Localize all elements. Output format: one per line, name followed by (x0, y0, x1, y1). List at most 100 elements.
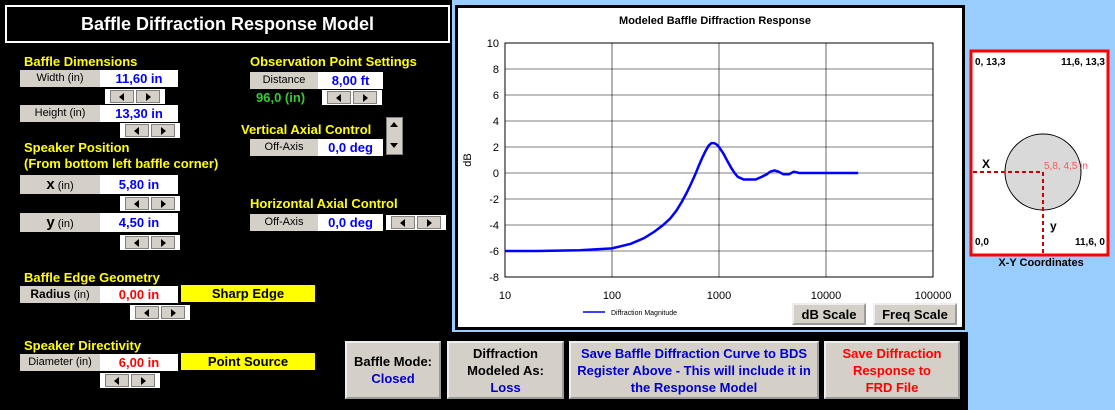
x-tick-label: 10 (499, 290, 511, 302)
left-button[interactable] (105, 374, 129, 387)
field-label: x (in) (20, 175, 100, 194)
y-tick-label: 8 (493, 64, 499, 76)
down-arrow[interactable] (390, 143, 398, 148)
left-button[interactable] (125, 124, 149, 137)
point-label: 5,8, 4,5 in (1044, 161, 1088, 172)
right-button[interactable] (161, 306, 185, 319)
spinner[interactable] (100, 373, 160, 388)
field-label: Distance (250, 72, 318, 89)
spinner[interactable] (105, 89, 165, 104)
y-tick-label: 4 (493, 116, 499, 128)
field-value[interactable]: 8,00 ft (318, 72, 383, 89)
db-scale-button[interactable]: dB Scale (792, 303, 866, 325)
x-tick-label: 100000 (915, 290, 952, 302)
app-title: Baffle Diffraction Response Model (5, 5, 450, 43)
left-button[interactable] (135, 306, 159, 319)
right-arrow (146, 93, 151, 101)
spinner[interactable] (120, 123, 180, 138)
left-arrow (114, 377, 119, 385)
right-button[interactable] (353, 91, 377, 104)
field-value[interactable]: 5,80 in (100, 175, 178, 194)
field-value[interactable]: 11,60 in (100, 70, 178, 87)
right-arrow (427, 219, 432, 227)
spinner[interactable] (322, 90, 382, 105)
field-label: Width (in) (20, 70, 100, 87)
field-value[interactable]: 6,00 in (100, 354, 178, 371)
field-label: Radius (in) (20, 286, 100, 303)
baffle-mode-button[interactable]: Baffle Mode: Closed (345, 341, 441, 399)
field-label: Height (in) (20, 105, 100, 122)
right-arrow (171, 309, 176, 317)
right-button[interactable] (136, 90, 160, 103)
distance-inches: 96,0 (in) (256, 90, 306, 105)
spinner[interactable] (120, 196, 180, 211)
right-arrow (161, 239, 166, 247)
left-arrow (336, 94, 341, 102)
button-value: Closed (371, 371, 415, 386)
up-arrow[interactable] (390, 122, 398, 127)
y-tick-label: -6 (489, 246, 499, 258)
left-arrow (119, 93, 124, 101)
left-button[interactable] (327, 91, 351, 104)
label-text: Radius (30, 287, 71, 301)
x-tick-label: 1000 (707, 290, 731, 302)
corner-label: 11,6, 0 (1075, 237, 1105, 248)
left-button[interactable] (391, 216, 415, 229)
field-value[interactable]: 0,0 deg (318, 139, 383, 156)
button-label: Diffraction Modeled As: (467, 345, 544, 378)
right-arrow (363, 94, 368, 102)
field-value[interactable]: 0,00 in (100, 286, 178, 303)
section-title: Observation Point Settings (250, 54, 417, 69)
field-value[interactable]: 13,30 in (100, 105, 178, 122)
right-button[interactable] (131, 374, 155, 387)
label-text: x (46, 176, 55, 193)
field-value[interactable]: 0,0 deg (318, 214, 383, 231)
right-button[interactable] (417, 216, 441, 229)
save-frd-button[interactable]: Save Diffraction Response to FRD File (824, 341, 960, 399)
field-value[interactable]: 4,50 in (100, 213, 178, 232)
section-title: Speaker Position (24, 140, 130, 155)
spinner[interactable] (120, 235, 180, 250)
corner-label: 11,6, 13,3 (1061, 57, 1105, 68)
right-button[interactable] (151, 197, 175, 210)
right-button[interactable] (151, 124, 175, 137)
left-arrow (400, 219, 405, 227)
left-button[interactable] (110, 90, 134, 103)
unit-text: (in) (73, 289, 90, 301)
vertical-spinner[interactable] (386, 117, 403, 155)
diffraction-model-button[interactable]: Diffraction Modeled As: Loss (447, 341, 564, 399)
y-tick-label: -8 (489, 272, 499, 284)
y-label: y (1050, 219, 1057, 233)
section-title: Horizontal Axial Control (250, 196, 398, 211)
spinner[interactable] (130, 305, 190, 320)
left-arrow (134, 127, 139, 135)
right-button[interactable] (151, 236, 175, 249)
label-text: y (46, 214, 55, 231)
section-subtitle: (From bottom left baffle corner) (24, 156, 219, 171)
section-title: Baffle Edge Geometry (24, 270, 160, 285)
button-label: Baffle Mode: (354, 354, 432, 369)
xy-diagram: 0, 13,3 11,6, 13,3 0,0 11,6, 0 X y 5,8, … (969, 49, 1110, 269)
corner-label: 0,0 (975, 237, 989, 248)
button-value: Loss (490, 379, 521, 395)
field-label: y (in) (20, 213, 100, 232)
field-label: Off-Axis (250, 214, 318, 231)
field-label: Diameter (in) (20, 354, 100, 371)
freq-scale-button[interactable]: Freq Scale (873, 303, 957, 325)
y-tick-label: 6 (493, 90, 499, 102)
x-tick-label: 100 (603, 290, 621, 302)
right-arrow (161, 127, 166, 135)
y-tick-label: -2 (489, 194, 499, 206)
save-bds-button[interactable]: Save Baffle Diffraction Curve to BDS Reg… (569, 341, 819, 399)
diagram-caption: X-Y Coordinates (998, 257, 1083, 269)
section-title: Speaker Directivity (24, 338, 142, 353)
corner-label: 0, 13,3 (975, 57, 1006, 68)
left-button[interactable] (125, 236, 149, 249)
spinner[interactable] (386, 215, 446, 230)
x-label: X (982, 157, 990, 171)
left-arrow (134, 200, 139, 208)
left-arrow (144, 309, 149, 317)
left-button[interactable] (125, 197, 149, 210)
right-arrow (141, 377, 146, 385)
